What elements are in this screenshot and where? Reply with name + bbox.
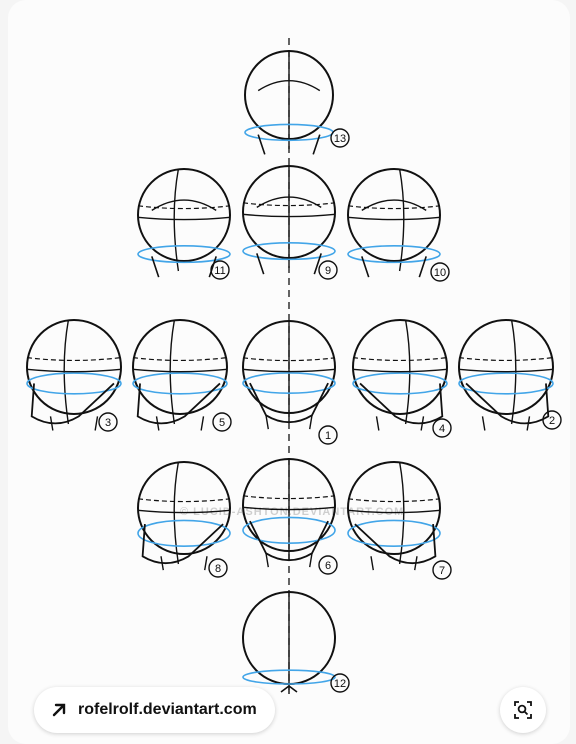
head-drawing <box>352 319 448 431</box>
head-number-label: 2 <box>549 415 555 427</box>
head-drawing <box>132 319 228 431</box>
head-number-ring <box>432 418 452 438</box>
head-number-ring <box>210 260 230 280</box>
head-number-label: 7 <box>439 565 445 577</box>
head-number-label: 6 <box>325 560 331 572</box>
head-number-label: 8 <box>215 563 221 575</box>
head-number-label: 3 <box>105 417 111 429</box>
head-drawing <box>26 319 122 431</box>
head-number-ring <box>98 412 118 432</box>
head-number-label: 12 <box>334 678 346 690</box>
head-drawing <box>242 591 336 694</box>
head-number-label: 9 <box>325 265 331 277</box>
head-number-ring <box>318 425 338 445</box>
head-drawing <box>242 458 336 568</box>
image-card[interactable]: 13 11 9 10 3 5 1 4 2 8 6 7 12 © LUCID-ASHTON.DEVIANT… <box>8 0 570 744</box>
head-number-ring <box>208 558 228 578</box>
head-angles-sketch: 13 11 9 10 3 5 1 4 2 8 6 7 12 <box>26 38 562 694</box>
head-drawing <box>244 50 334 155</box>
head-drawing <box>347 168 441 278</box>
head-drawing <box>347 461 441 571</box>
head-number-ring <box>318 260 338 280</box>
head-number-ring <box>432 560 452 580</box>
head-number-label: 11 <box>214 265 225 277</box>
head-drawing <box>137 461 231 571</box>
head-drawing <box>242 320 336 430</box>
watermark-text: © LUCID-ASHTON.DEVIANTART.COM <box>180 506 405 518</box>
head-drawing <box>458 319 554 431</box>
visual-search-button[interactable] <box>500 687 546 733</box>
head-number-ring <box>212 412 232 432</box>
head-number-ring <box>542 410 562 430</box>
head-number-ring <box>430 262 450 282</box>
visual-search-icon <box>514 701 532 719</box>
head-number-ring <box>330 673 350 693</box>
head-number-label: 13 <box>334 133 346 145</box>
head-number-label: 4 <box>439 423 445 435</box>
head-number-label: 1 <box>325 430 331 442</box>
source-link-chip[interactable]: rofelrolf.deviantart.com <box>34 687 275 733</box>
head-number-label: 10 <box>434 267 446 279</box>
source-link-label: rofelrolf.deviantart.com <box>78 701 257 718</box>
head-number-label: 5 <box>219 417 225 429</box>
head-drawing <box>137 168 231 278</box>
head-number-ring <box>318 555 338 575</box>
head-drawing <box>242 165 336 275</box>
head-number-ring <box>330 128 350 148</box>
arrow-up-right-icon <box>52 703 66 717</box>
